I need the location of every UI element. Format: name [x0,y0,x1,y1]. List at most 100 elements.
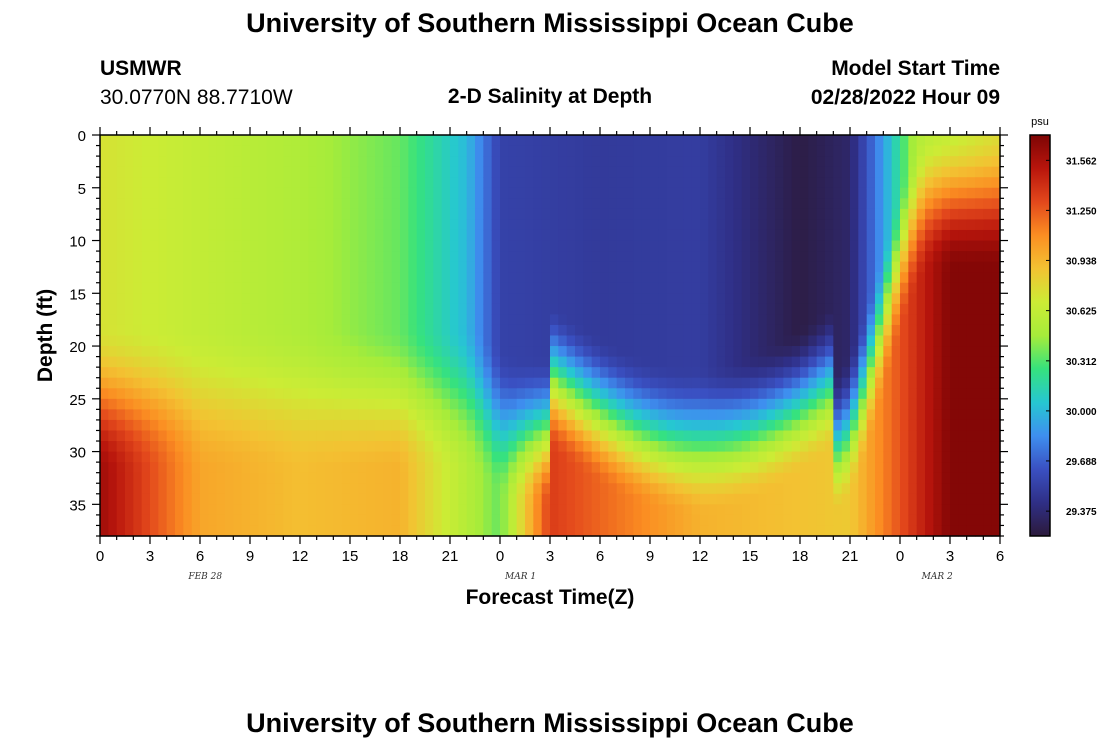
heatmap-cell [800,303,809,315]
heatmap-cell [691,229,701,242]
heatmap-cell [766,229,776,242]
heatmap-cell [516,314,526,326]
heatmap-cell [541,293,551,305]
heatmap-cell [300,462,309,474]
heatmap-cell [575,324,584,337]
heatmap-cell [800,156,809,168]
heatmap-cell [733,251,743,263]
heatmap-cell [891,451,901,463]
heatmap-cell [816,251,826,263]
heatmap-cell [691,208,701,221]
heatmap-cell [600,166,609,178]
heatmap-cell [583,272,593,284]
heatmap-cell [216,377,226,389]
heatmap-cell [333,145,343,157]
heatmap-cell [775,377,784,389]
heatmap-cell [700,219,709,231]
heatmap-cell [608,514,618,527]
heatmap-cell [741,177,751,189]
heatmap-cell [800,251,809,263]
heatmap-cell [316,219,326,231]
heatmap-cell [475,409,484,421]
heatmap-cell [425,293,434,305]
heatmap-cell [816,177,826,189]
heatmap-cell [566,282,576,294]
heatmap-cell [816,430,826,442]
heatmap-cell [941,293,951,305]
heatmap-cell [333,282,343,294]
heatmap-cell [316,293,326,305]
heatmap-cell [658,208,668,221]
heatmap-cell [391,335,401,347]
heatmap-cell [291,451,301,463]
heatmap-cell [941,451,951,463]
heatmap-cell [725,430,734,442]
heatmap-cell [258,145,268,157]
heatmap-cell [850,208,859,221]
heatmap-cell [225,483,234,495]
heatmap-cell [258,472,268,484]
heatmap-cell [966,377,976,389]
heatmap-cell [958,261,968,273]
heatmap-cell [658,493,668,505]
heatmap-cell [316,261,326,273]
heatmap-cell [658,135,668,147]
heatmap-cell [675,388,684,400]
heatmap-cell [583,156,593,168]
heatmap-cell [425,398,434,410]
heatmap-cell [925,314,934,326]
heatmap-cell [950,229,959,242]
heatmap-cell [600,145,609,157]
heatmap-cell [308,525,318,537]
heatmap-cell [208,187,218,199]
heatmap-cell [858,261,868,273]
heatmap-cell [291,208,301,221]
heatmap-cell [675,409,684,421]
heatmap-cell [216,166,226,178]
heatmap-cell [825,314,834,326]
heatmap-cell [616,324,626,337]
heatmap-cell [541,493,551,505]
y-tick-label: 35 [69,497,86,514]
heatmap-cell [683,219,693,231]
heatmap-cell [466,409,476,421]
heatmap-cell [400,493,409,505]
x-tick-label: 3 [946,548,954,565]
heatmap-cell [600,229,609,242]
heatmap-cell [241,514,251,527]
heatmap-cell [383,251,393,263]
heatmap-cell [250,145,259,157]
heatmap-cell [700,346,709,358]
heatmap-cell [225,156,234,168]
heatmap-cell [966,293,976,305]
heatmap-cell [483,219,493,231]
x-date-label: MAR 2 [921,572,953,582]
heatmap-cell [316,335,326,347]
heatmap-cell [291,303,301,315]
heatmap-cell [158,219,168,231]
heatmap-cell [625,472,634,484]
heatmap-cell [441,156,451,168]
heatmap-cell [266,346,276,358]
heatmap-cell [233,367,243,379]
heatmap-cell [200,314,209,326]
heatmap-cell [800,229,809,242]
heatmap-cell [358,493,368,505]
heatmap-cell [716,135,726,147]
heatmap-cell [741,282,751,294]
heatmap-cell [800,514,809,527]
heatmap-cell [725,135,734,147]
heatmap-cell [100,219,109,231]
heatmap-cell [391,314,401,326]
heatmap-cell [450,272,459,284]
heatmap-cell [300,324,309,337]
heatmap-cell [408,261,418,273]
heatmap-cell [375,514,384,527]
heatmap-cell [716,398,726,410]
heatmap-cell [133,166,143,178]
heatmap-cell [608,187,618,199]
heatmap-cell [600,198,609,210]
heatmap-cell [125,324,134,337]
heatmap-cell [508,240,518,252]
